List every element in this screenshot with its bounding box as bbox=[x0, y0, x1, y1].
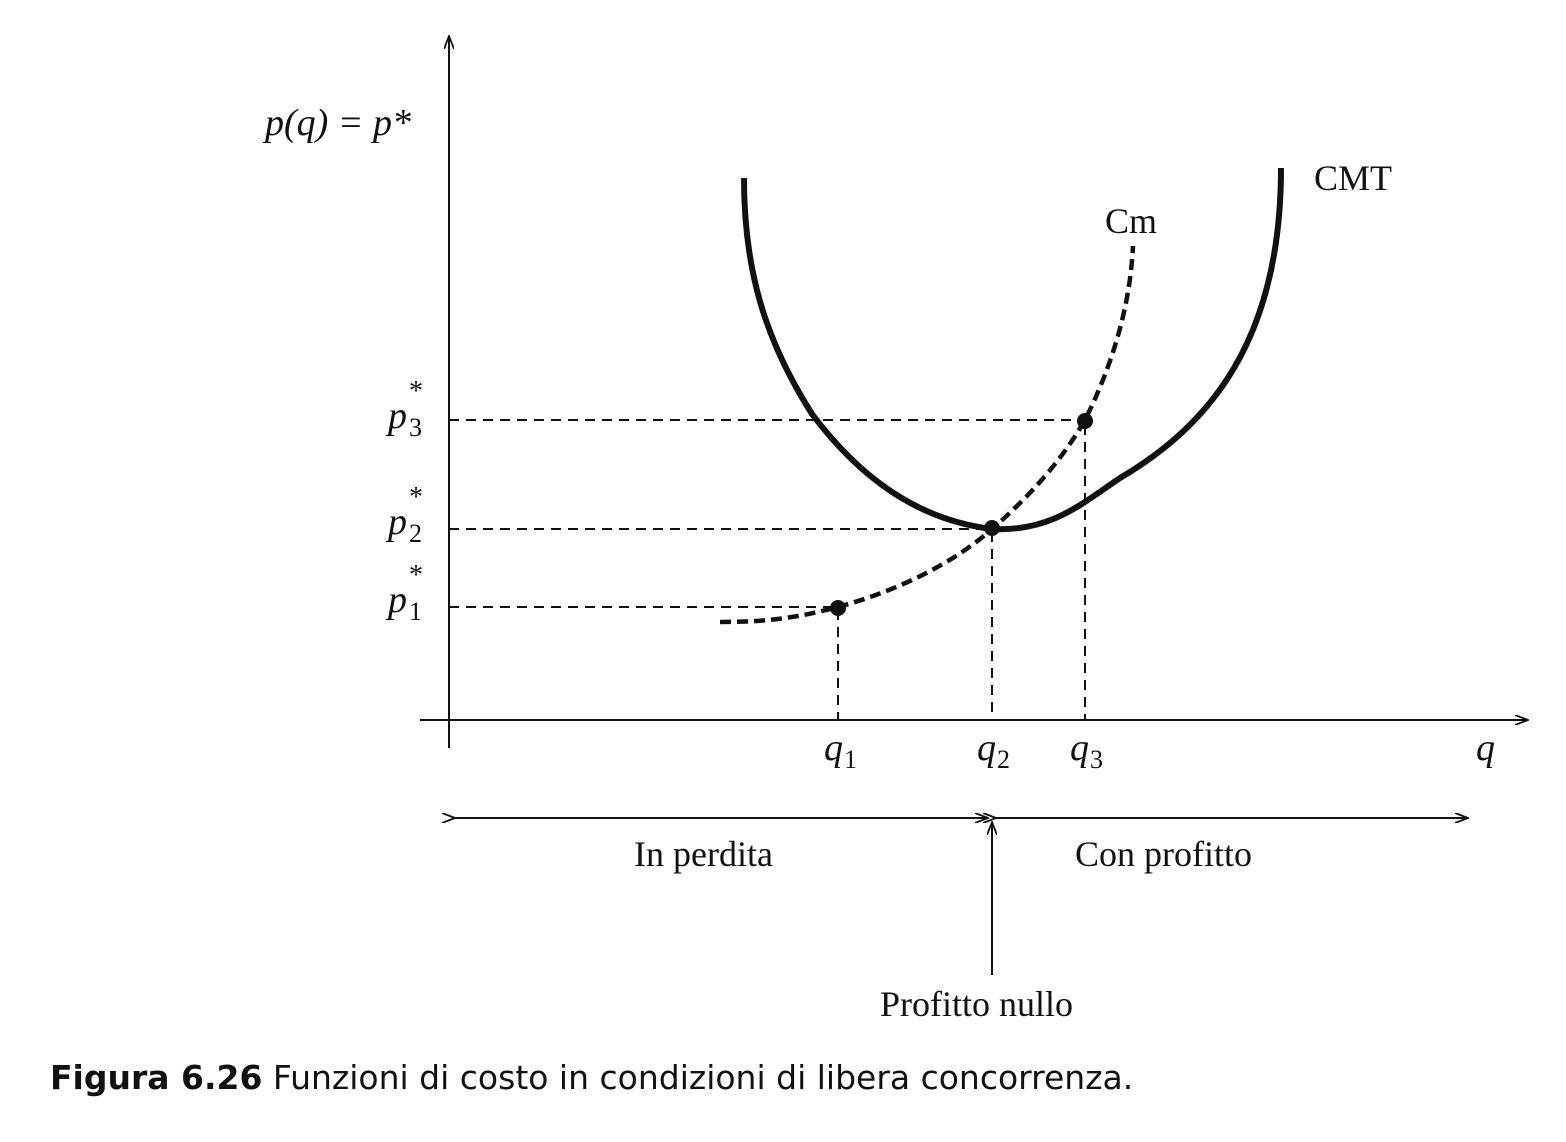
figure-caption: Figura 6.26 Funzioni di costo in condizi… bbox=[50, 1058, 1530, 1097]
point-q1-p1 bbox=[830, 600, 846, 616]
caption-text: Funzioni di costo in condizioni di liber… bbox=[272, 1058, 1134, 1097]
y-axis-label: p(q) = p* bbox=[262, 102, 411, 144]
x-axis-label: q bbox=[1476, 727, 1495, 769]
loss-region-label: In perdita bbox=[634, 834, 773, 874]
point-q2-p2 bbox=[984, 520, 1000, 536]
quantity-label-q3: q3 bbox=[1070, 727, 1103, 774]
point-q3-p3 bbox=[1077, 413, 1093, 429]
quantity-label-q2: q2 bbox=[977, 727, 1010, 774]
cmt-label: CMT bbox=[1314, 158, 1392, 198]
profit-region-label: Con profitto bbox=[1075, 834, 1252, 874]
price-label-p3: p* 3 bbox=[385, 376, 423, 442]
cm-curve bbox=[719, 245, 1136, 625]
cmt-curve bbox=[741, 167, 1284, 533]
zero-profit-label: Profitto nullo bbox=[880, 984, 1073, 1024]
price-label-p1: p* 1 bbox=[385, 560, 423, 626]
cm-label: Cm bbox=[1105, 201, 1157, 241]
price-label-p2: p* 2 bbox=[385, 482, 423, 548]
quantity-label-q1: q1 bbox=[824, 727, 857, 774]
caption-number: Figura 6.26 bbox=[50, 1058, 263, 1097]
